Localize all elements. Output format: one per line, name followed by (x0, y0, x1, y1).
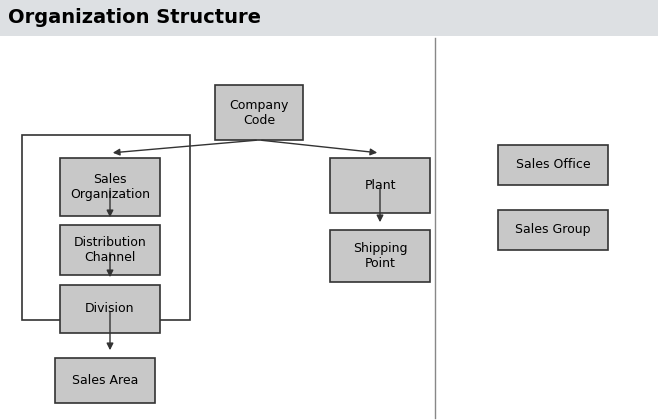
Text: Shipping
Point: Shipping Point (353, 242, 407, 270)
Bar (215, 85, 303, 140)
Text: Sales Area: Sales Area (72, 374, 138, 387)
Text: Distribution
Channel: Distribution Channel (74, 236, 146, 264)
Text: Sales Group: Sales Group (515, 223, 591, 236)
Text: Division: Division (86, 302, 135, 315)
Bar (22, 135, 190, 320)
Text: Company
Code: Company Code (229, 99, 289, 126)
Bar (498, 210, 608, 250)
Text: Sales Office: Sales Office (516, 158, 590, 171)
Bar (55, 358, 155, 403)
Bar (498, 145, 608, 185)
Bar (0, 0, 658, 36)
Bar (330, 158, 430, 213)
Text: Sales
Organization: Sales Organization (70, 173, 150, 201)
Text: Organization Structure: Organization Structure (8, 8, 261, 27)
Bar (60, 158, 160, 216)
Bar (60, 285, 160, 333)
Text: Plant: Plant (365, 179, 395, 192)
Bar (60, 225, 160, 275)
Bar (330, 230, 430, 282)
